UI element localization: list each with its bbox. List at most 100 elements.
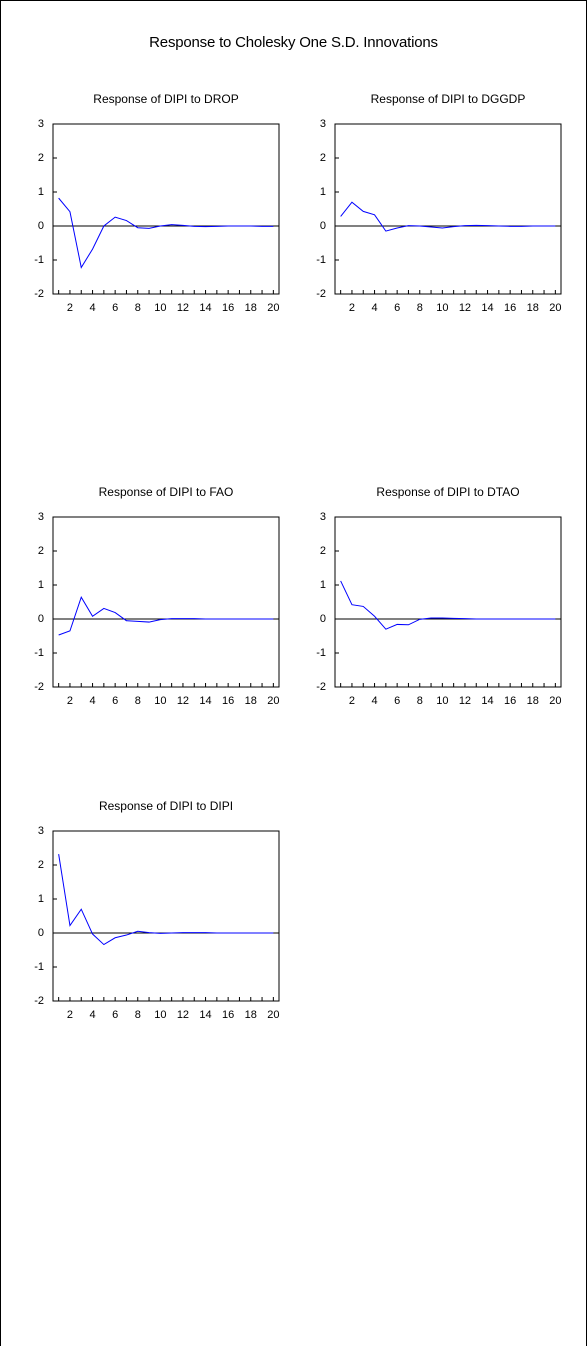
x-tick-label: 4 [89,1009,95,1021]
plot-area [52,123,280,295]
x-tick-label: 4 [89,302,95,314]
x-tick-label: 10 [154,1009,166,1021]
chart-title: Response of DIPI to DTAO [376,485,519,499]
x-tick-label: 12 [177,302,189,314]
y-tick-label: 3 [38,825,44,837]
y-tick-label: 2 [38,152,44,164]
y-tick-label: 1 [320,579,326,591]
y-tick-label: 2 [320,545,326,557]
x-tick-label: 8 [417,302,423,314]
response-line [58,596,274,636]
y-tick-label: -2 [316,681,326,693]
x-tick-label: 6 [394,302,400,314]
x-tick-label: 18 [245,302,257,314]
x-tick-label: 2 [67,1009,73,1021]
chart-title: Response of DIPI to DIPI [99,799,233,813]
x-tick-label: 8 [135,1009,141,1021]
x-tick-label: 16 [222,695,234,707]
page-title: Response to Cholesky One S.D. Innovation… [149,34,438,51]
x-tick-label: 20 [549,695,561,707]
x-tick-label: 8 [417,695,423,707]
y-tick-label: -2 [34,288,44,300]
y-tick-label: -1 [34,961,44,973]
x-tick-label: 6 [112,1009,118,1021]
x-tick-label: 2 [349,302,355,314]
x-tick-label: 20 [267,302,279,314]
x-tick-label: 16 [222,302,234,314]
x-tick-label: 16 [222,1009,234,1021]
x-tick-label: 8 [135,695,141,707]
chart-title: Response of DIPI to DGGDP [371,92,526,106]
x-tick-label: 20 [267,1009,279,1021]
y-tick-label: 0 [38,220,44,232]
plot-area [334,123,562,295]
y-tick-label: 0 [320,613,326,625]
y-tick-label: -2 [316,288,326,300]
x-tick-label: 18 [245,1009,257,1021]
y-tick-label: 1 [38,579,44,591]
x-tick-label: 20 [267,695,279,707]
x-tick-label: 4 [371,302,377,314]
y-tick-label: 3 [38,511,44,523]
x-tick-label: 10 [436,302,448,314]
y-tick-label: -2 [34,995,44,1007]
x-tick-label: 10 [154,695,166,707]
plot-area [334,516,562,688]
x-tick-label: 18 [245,695,257,707]
chart-title: Response of DIPI to DROP [93,92,238,106]
x-tick-label: 6 [112,302,118,314]
y-tick-label: -1 [34,254,44,266]
x-tick-label: 18 [527,302,539,314]
y-tick-label: 2 [320,152,326,164]
x-tick-label: 6 [112,695,118,707]
x-tick-label: 16 [504,302,516,314]
x-tick-label: 20 [549,302,561,314]
x-tick-label: 14 [481,302,493,314]
x-tick-label: 14 [481,695,493,707]
y-tick-label: 0 [38,927,44,939]
response-line [58,197,274,269]
response-line [340,580,556,630]
x-tick-label: 14 [199,302,211,314]
y-tick-label: -1 [34,647,44,659]
x-tick-label: 12 [177,1009,189,1021]
y-tick-label: 3 [320,511,326,523]
plot-area [52,830,280,1002]
response-line [340,201,556,232]
y-tick-label: -1 [316,254,326,266]
y-tick-label: 2 [38,859,44,871]
y-tick-label: 1 [320,186,326,198]
x-tick-label: 6 [394,695,400,707]
x-tick-label: 2 [67,695,73,707]
x-tick-label: 10 [154,302,166,314]
x-tick-label: 12 [177,695,189,707]
y-tick-label: 0 [320,220,326,232]
y-tick-label: 3 [38,118,44,130]
x-tick-label: 2 [349,695,355,707]
response-line [58,854,274,946]
y-tick-label: 2 [38,545,44,557]
y-tick-label: -1 [316,647,326,659]
x-tick-label: 10 [436,695,448,707]
x-tick-label: 14 [199,1009,211,1021]
chart-title: Response of DIPI to FAO [99,485,234,499]
x-tick-label: 4 [89,695,95,707]
y-tick-label: 1 [38,186,44,198]
x-tick-label: 14 [199,695,211,707]
y-tick-label: 1 [38,893,44,905]
plot-area [52,516,280,688]
x-tick-label: 8 [135,302,141,314]
x-tick-label: 4 [371,695,377,707]
x-tick-label: 12 [459,695,471,707]
x-tick-label: 2 [67,302,73,314]
x-tick-label: 18 [527,695,539,707]
x-tick-label: 16 [504,695,516,707]
y-tick-label: 0 [38,613,44,625]
